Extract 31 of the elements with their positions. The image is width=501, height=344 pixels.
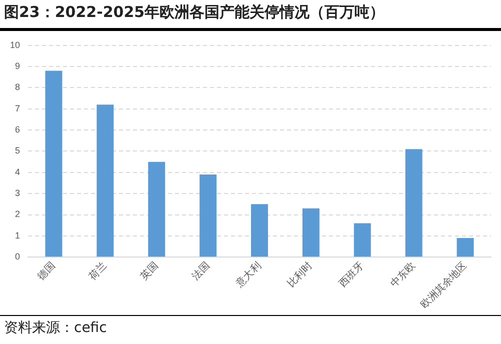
x-tick-label: 比利时 bbox=[285, 260, 315, 290]
bar bbox=[405, 149, 422, 257]
y-tick-label: 2 bbox=[14, 209, 20, 220]
bar bbox=[96, 104, 114, 257]
x-tick-label: 英国 bbox=[138, 260, 161, 282]
y-tick-label: 5 bbox=[14, 146, 20, 156]
x-tick-label: 荷兰 bbox=[86, 260, 110, 282]
x-tick-label: 欧洲其余地区 bbox=[418, 260, 470, 311]
x-tick-label: 意大利 bbox=[233, 260, 264, 290]
y-tick-label: 3 bbox=[14, 188, 20, 198]
y-tick-label: 1 bbox=[14, 230, 20, 240]
bar bbox=[302, 208, 320, 257]
y-tick-label: 9 bbox=[14, 61, 20, 72]
x-tick-label: 法国 bbox=[189, 260, 212, 282]
text: 资料来源：cefic bbox=[4, 319, 107, 337]
y-tick-label: 0 bbox=[14, 252, 20, 262]
x-tick-label: 中东欧 bbox=[388, 260, 418, 290]
bar bbox=[148, 162, 166, 257]
chart-title: 图23：2022-2025年欧洲各国产能关停情况（百万吨） bbox=[4, 3, 385, 22]
y-tick-label: 4 bbox=[14, 166, 20, 177]
bar bbox=[251, 204, 268, 257]
x-tick-label: 德国 bbox=[36, 260, 58, 282]
bar bbox=[354, 223, 371, 257]
bar bbox=[45, 70, 62, 257]
y-tick-label: 7 bbox=[14, 103, 20, 114]
y-tick-label: 10 bbox=[10, 40, 20, 50]
y-tick-label: 6 bbox=[14, 124, 20, 135]
y-tick-label: 8 bbox=[14, 82, 20, 92]
bar bbox=[200, 174, 217, 257]
bar bbox=[456, 238, 474, 257]
x-tick-label: 西班牙 bbox=[336, 260, 366, 290]
